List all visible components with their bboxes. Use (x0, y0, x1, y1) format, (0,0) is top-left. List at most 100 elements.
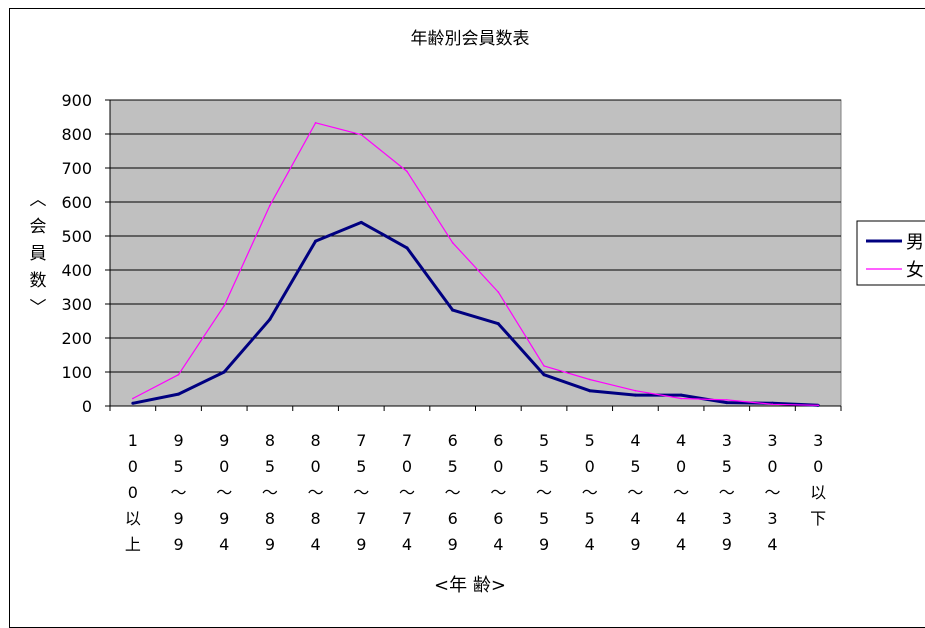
x-tick-label-char: 以 (810, 483, 826, 502)
x-tick-label-char: 3 (813, 431, 823, 450)
x-tick-label-char: 5 (356, 457, 366, 476)
x-axis-label: <年 齢> (434, 575, 506, 596)
x-tick-label-char: 〜 (262, 483, 278, 502)
y-tick-label: 100 (61, 363, 92, 382)
x-tick-label: 3 0 以下 (810, 431, 826, 528)
x-tick-label-char: 5 (173, 457, 183, 476)
data-point (497, 291, 500, 293)
x-tick-label-char: 3 (722, 431, 732, 450)
x-tick-label-char: 9 (722, 535, 732, 554)
data-point (725, 399, 728, 401)
x-tick-label-char: 8 (311, 431, 321, 450)
x-tick-label: 4 0 〜 4 4 (673, 431, 689, 554)
data-point (496, 322, 500, 326)
y-tick-label: 400 (61, 261, 92, 280)
data-point (679, 393, 683, 397)
data-point (543, 365, 545, 367)
x-tick-label-char: 4 (402, 535, 412, 554)
data-point (359, 220, 363, 224)
x-tick-label-char: 5 (722, 457, 732, 476)
y-tick-label: 500 (61, 227, 92, 246)
x-tick-label-char: 4 (676, 509, 686, 528)
x-tick-label-char: 4 (676, 535, 686, 554)
x-tick-label: 8 0 〜 8 4 (308, 431, 324, 554)
x-tick-label-char: 5 (539, 431, 549, 450)
legend-label-2: 女 (906, 260, 924, 281)
data-point (177, 373, 180, 376)
data-point (451, 308, 455, 312)
x-tick-label-char: 以 (125, 509, 141, 528)
x-tick-label-char: 5 (539, 509, 549, 528)
x-tick-label-char: 9 (173, 535, 183, 554)
x-tick-label-char: 3 (767, 509, 777, 528)
x-tick-label-char: 上 (125, 535, 141, 554)
x-tick-label-char: 1 (128, 431, 138, 450)
x-tick-label: 3 5 〜 3 9 (719, 431, 735, 554)
x-tick-label-char: 5 (539, 457, 549, 476)
data-point (223, 304, 226, 307)
data-point (542, 373, 546, 377)
y-tick-label: 0 (82, 397, 92, 416)
data-point (588, 389, 592, 393)
data-point (360, 133, 363, 136)
x-tick-label-char: 5 (265, 457, 275, 476)
x-tick-label-char: 4 (585, 535, 595, 554)
x-tick-label-char: 〜 (445, 483, 461, 502)
x-tick-label-char: 〜 (673, 483, 689, 502)
plot-area: 0100200300400500600700800900100以上95〜9990… (61, 91, 842, 554)
x-tick-label-char: 6 (493, 431, 503, 450)
x-tick-label-char: 7 (356, 431, 366, 450)
x-tick-label-char: 〜 (627, 483, 643, 502)
data-point (771, 403, 774, 406)
x-tick-label-char: 0 (585, 457, 595, 476)
x-tick-label-char: 8 (265, 509, 275, 528)
data-point (634, 389, 637, 392)
x-tick-label-char: 〜 (216, 483, 232, 502)
x-tick-label-char: 3 (722, 509, 732, 528)
x-tick-label-char: 4 (311, 535, 321, 554)
x-tick-label-char: 8 (311, 509, 321, 528)
x-tick-label: 8 5 〜 8 9 (262, 431, 278, 554)
data-point (588, 378, 591, 381)
y-tick-label: 200 (61, 329, 92, 348)
x-tick-label-char: 〜 (764, 483, 780, 502)
x-tick-label-char: 0 (219, 457, 229, 476)
y-tick-label: 300 (61, 295, 92, 314)
x-tick-label-char: 〜 (719, 483, 735, 502)
x-tick-label-char: 4 (493, 535, 503, 554)
x-tick-label: 9 0 〜 9 4 (216, 431, 232, 554)
x-tick-label-char: 9 (630, 535, 640, 554)
data-point (633, 393, 637, 397)
legend: 男女 (856, 220, 925, 286)
x-tick-label-char: 9 (173, 431, 183, 450)
x-tick-label-char: 〜 (582, 483, 598, 502)
x-tick-label: 5 0 〜 5 4 (582, 431, 598, 554)
x-tick-label-char: 4 (219, 535, 229, 554)
y-tick-label: 800 (61, 125, 92, 144)
y-axis-label-char: ︿ (30, 190, 47, 210)
data-point (177, 392, 181, 396)
x-tick-label: 1 0 0 以上 (125, 431, 141, 554)
plot-background (109, 99, 842, 407)
x-tick-label-char: 9 (173, 509, 183, 528)
data-point (268, 317, 272, 321)
x-tick-label-char: 4 (630, 509, 640, 528)
x-tick-label-char: 0 (813, 457, 823, 476)
x-tick-label-char: 5 (585, 431, 595, 450)
x-tick-label-char: 9 (265, 535, 275, 554)
data-point (817, 404, 819, 407)
x-tick-label-char: 0 (676, 457, 686, 476)
y-axis-label-char: ﹀ (30, 298, 47, 318)
data-point (269, 204, 271, 207)
x-tick-label-char: 5 (630, 457, 640, 476)
y-tick-label: 600 (61, 193, 92, 212)
x-tick-label-char: 8 (265, 431, 275, 450)
y-axis-label-char: 会 (30, 217, 47, 237)
x-tick-label-char: 〜 (308, 483, 324, 502)
x-tick-label-char: 5 (448, 457, 458, 476)
x-tick-label-char: 9 (356, 535, 366, 554)
x-tick-label: 6 5 〜 6 9 (445, 431, 461, 554)
data-point (680, 397, 682, 400)
x-tick-label: 9 5 〜 9 9 (171, 431, 187, 554)
